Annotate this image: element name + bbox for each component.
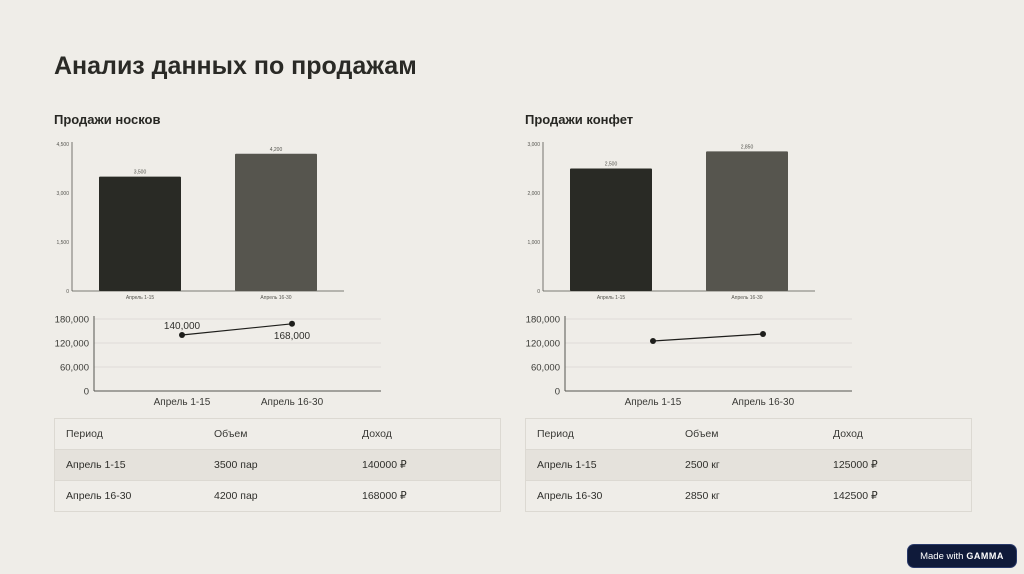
bar [706, 151, 788, 291]
table-header: Период [66, 428, 103, 440]
y-tick-label: 0 [555, 387, 560, 398]
table-cell: Апрель 1-15 [537, 459, 597, 471]
table-header: Период [537, 428, 574, 440]
y-tick-label: 60,000 [531, 363, 560, 374]
line-chart-socks-revenue: 180,000 120,000 60,000 0 140,000 Апрель 1-15 1… [55, 315, 381, 408]
table-header: Доход [362, 428, 392, 440]
x-tick-label: Апрель 1-15 [625, 397, 682, 408]
table-cell: 3500 пар [214, 459, 258, 471]
made-with-gamma-badge[interactable]: Made with GAMMA [908, 545, 1016, 567]
table-cell: 140000 ₽ [362, 459, 407, 471]
y-tick-label: 0 [84, 387, 89, 398]
panel-title: Продажи конфет [525, 112, 634, 127]
panel-socks-sales: Продажи носков 4,500 3,000 1,500 0 3,500 Апре… [54, 108, 501, 512]
table-header-row: Период Объем Доход [55, 419, 500, 449]
table-cell: Апрель 1-15 [66, 459, 126, 471]
data-point [760, 331, 766, 337]
table-cell: 2850 кг [685, 490, 720, 502]
x-tick-label: Апрель 1-15 [126, 295, 155, 301]
y-tick-label: 180,000 [526, 315, 560, 326]
sales-table-socks: Период Объем Доход Апрель 1-15 3500 пар … [54, 418, 501, 512]
point-value-label: 168,000 [274, 331, 311, 342]
x-tick-label: Апрель 1-15 [154, 397, 211, 408]
y-tick-label: 120,000 [526, 339, 560, 350]
x-tick-label: Апрель 1-15 [597, 295, 626, 301]
x-tick-label: Апрель 16-30 [260, 295, 291, 301]
y-tick-label: 3,000 [56, 191, 69, 197]
bar [235, 153, 317, 291]
gamma-logo: GAMMA [966, 551, 1004, 561]
table-row: Апрель 1-15 2500 кг 125000 ₽ [526, 449, 971, 480]
bar-chart-candy: 3,000 2,000 1,000 0 2,500 Апрель 1-15 2,850 Апр… [527, 142, 815, 301]
table-cell: 4200 пар [214, 490, 258, 502]
table-header: Объем [214, 428, 248, 440]
table-row: Апрель 1-15 3500 пар 140000 ₽ [55, 449, 500, 480]
table-cell: Апрель 16-30 [537, 490, 603, 502]
y-tick-label: 0 [66, 289, 69, 295]
bar-value-label: 2,850 [741, 144, 754, 150]
table-row: Апрель 16-30 4200 пар 168000 ₽ [55, 480, 500, 511]
table-cell: 142500 ₽ [833, 490, 878, 502]
data-point [650, 338, 656, 344]
table-header: Доход [833, 428, 863, 440]
bar-value-label: 3,500 [134, 170, 147, 176]
x-tick-label: Апрель 16-30 [731, 295, 762, 301]
table-cell: 125000 ₽ [833, 459, 878, 471]
table-row: Апрель 16-30 2850 кг 142500 ₽ [526, 480, 971, 511]
bar-value-label: 4,200 [270, 147, 283, 153]
data-point [179, 332, 185, 338]
line-chart-candy-revenue: 180,000 120,000 60,000 0 Апрель 1-15 Апрель 1… [526, 315, 852, 408]
y-tick-label: 120,000 [55, 339, 89, 350]
bar-value-label: 2,500 [605, 162, 618, 168]
series-line [181, 323, 293, 336]
bar-chart-socks: 4,500 3,000 1,500 0 3,500 Апрель 1-15 4,200 Апр… [56, 142, 344, 301]
x-tick-label: Апрель 16-30 [261, 397, 324, 408]
y-tick-label: 0 [537, 289, 540, 295]
table-cell: Апрель 16-30 [66, 490, 132, 502]
y-tick-label: 60,000 [60, 363, 89, 374]
table-cell: 2500 кг [685, 459, 720, 471]
panel-title: Продажи носков [54, 112, 161, 127]
bar [570, 168, 652, 291]
y-tick-label: 3,000 [527, 142, 540, 148]
sales-table-candy: Период Объем Доход Апрель 1-15 2500 кг 1… [525, 418, 972, 512]
y-tick-label: 4,500 [56, 142, 69, 148]
panel-candy-sales: Продажи конфет 3,000 2,000 1,000 0 2,500 Апре… [525, 108, 972, 512]
badge-prefix: Made with [920, 550, 964, 562]
page-title: Анализ данных по продажам [54, 52, 417, 80]
y-tick-label: 2,000 [527, 191, 540, 197]
x-tick-label: Апрель 16-30 [732, 397, 795, 408]
y-tick-label: 1,500 [56, 240, 69, 246]
table-header: Объем [685, 428, 719, 440]
point-value-label: 140,000 [164, 321, 201, 332]
data-point [289, 320, 295, 327]
y-tick-label: 1,000 [527, 240, 540, 246]
series-line [652, 333, 764, 342]
bar [99, 176, 181, 291]
table-header-row: Период Объем Доход [526, 419, 971, 449]
table-cell: 168000 ₽ [362, 490, 407, 502]
y-tick-label: 180,000 [55, 315, 89, 326]
